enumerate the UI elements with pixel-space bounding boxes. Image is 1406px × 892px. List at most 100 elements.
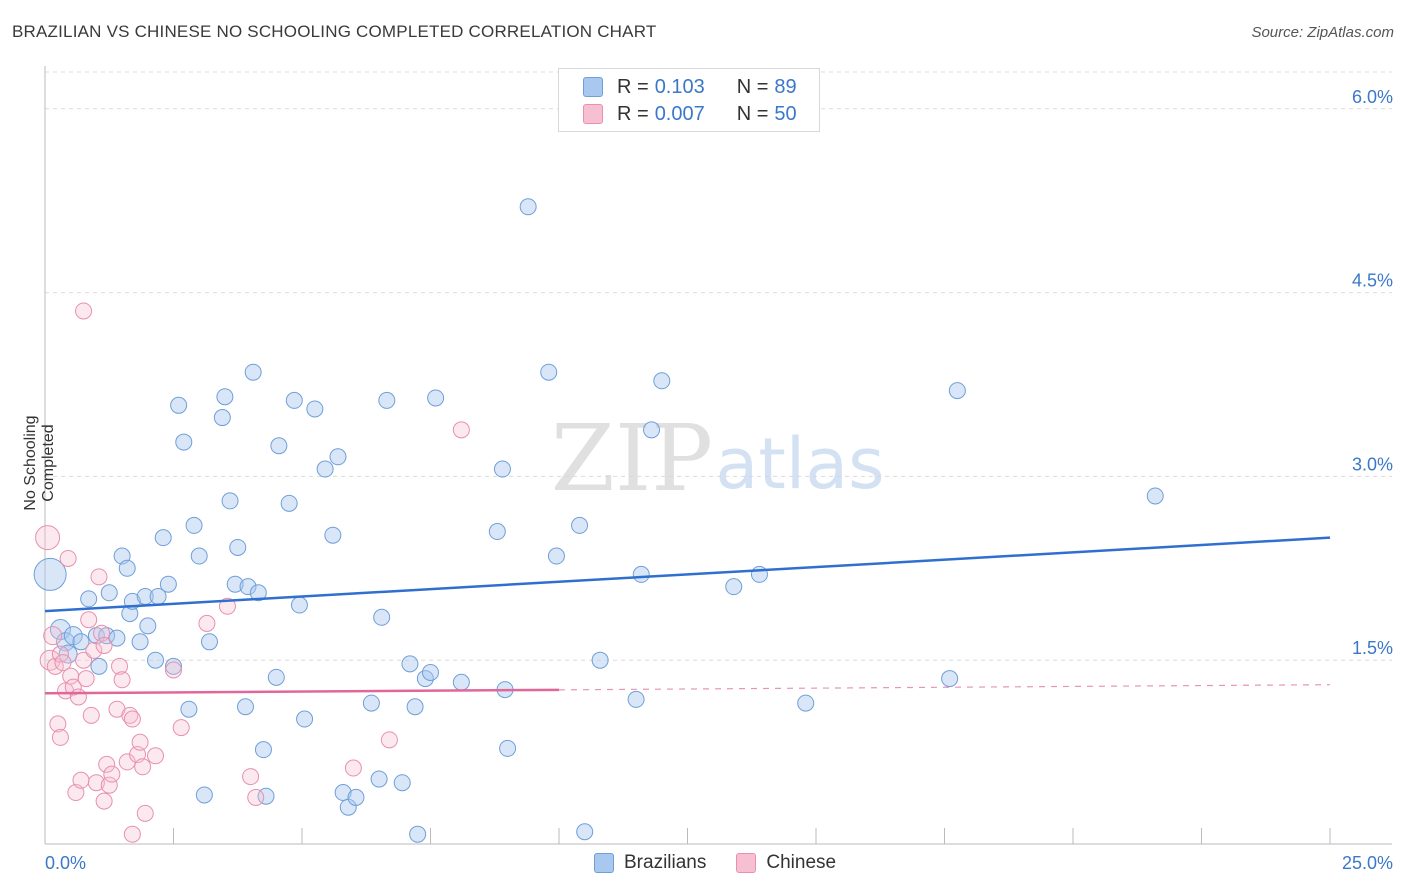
bottom-legend-label: Brazilians <box>624 852 707 873</box>
chinese-trend-line <box>44 688 560 695</box>
brazilians-point <box>33 557 67 591</box>
watermark-zip: ZIP <box>551 405 713 512</box>
chinese-point <box>247 788 265 806</box>
chinese-point <box>218 597 236 615</box>
brazilians-point <box>154 529 172 547</box>
legend-n-label: N = <box>736 102 769 125</box>
brazilians-point <box>147 651 165 669</box>
brazilians-point <box>221 492 239 510</box>
bottom-legend: Brazilians Chinese <box>594 852 866 874</box>
legend-n-value: 50 <box>774 102 797 125</box>
legend-r-label: R = <box>617 75 649 98</box>
brazilians-point <box>80 590 98 608</box>
brazilians-point <box>72 633 90 651</box>
brazilians-point <box>627 690 645 708</box>
legend-r-value: 0.007 <box>654 102 705 125</box>
brazilians-point <box>170 396 188 414</box>
watermark-atlas: atlas <box>715 423 884 505</box>
brazilians-point <box>316 460 334 478</box>
legend-swatch-chinese <box>583 104 603 124</box>
brazilians-point <box>571 516 589 534</box>
brazilians-point <box>422 663 439 681</box>
brazilians-point <box>236 698 254 716</box>
chinese-point <box>59 549 77 567</box>
legend-n-value: 89 <box>774 75 797 98</box>
chinese-point <box>172 719 190 737</box>
points-layer <box>33 198 1164 843</box>
legend-row-brazilians: R = 0.103 N = 89 <box>583 74 797 100</box>
chinese-point <box>344 759 362 777</box>
brazilians-point <box>139 617 157 635</box>
watermark: ZIP atlas <box>551 405 885 512</box>
brazilians-point <box>948 382 966 400</box>
chinese-point <box>80 611 98 629</box>
trend-layer <box>44 536 1331 695</box>
chinese-point <box>242 768 260 786</box>
brazilians-point <box>540 363 558 381</box>
chinese-point <box>87 774 105 792</box>
brazilians-point <box>324 526 342 544</box>
chinese-point <box>51 728 69 746</box>
brazilians-point <box>239 578 257 596</box>
brazilians-point <box>280 494 298 512</box>
y-tick-label: 3.0% <box>1352 454 1393 474</box>
brazilians-point <box>488 523 506 541</box>
brazilians-point <box>90 657 108 675</box>
brazilians-point <box>296 710 314 728</box>
brazilians-point <box>213 409 231 427</box>
brazilians-point <box>499 739 517 757</box>
brazilians-point <box>378 391 396 409</box>
brazilians-point <box>249 584 267 602</box>
brazilians-point <box>427 389 445 407</box>
brazilians-point <box>229 538 247 556</box>
chinese-point <box>95 792 113 810</box>
chinese-point <box>452 421 470 439</box>
brazilians-point <box>370 770 388 788</box>
chinese-point <box>131 733 149 751</box>
brazilians-point <box>195 786 213 804</box>
brazilians-point <box>306 400 324 418</box>
chinese-point <box>85 641 103 659</box>
legend-r-label: R = <box>617 102 649 125</box>
chart-title: BRAZILIAN VS CHINESE NO SCHOOLING COMPLE… <box>12 22 657 41</box>
chart-source: Source: ZipAtlas.com <box>1251 24 1394 41</box>
chinese-point <box>98 755 116 773</box>
brazilians-point <box>406 698 424 716</box>
chinese-point <box>43 626 63 646</box>
legend-n-label: N = <box>736 75 769 98</box>
chinese-point <box>147 747 165 765</box>
brazilians-point <box>591 651 609 669</box>
chinese-point <box>72 771 90 789</box>
legend: R = 0.103 N = 89 R = 0.007 N = 50 <box>558 68 820 132</box>
brazilians-point <box>1146 487 1164 505</box>
tick-labels: 1.5% 3.0% 4.5% 6.0% 0.0% 25.0% <box>45 87 1393 873</box>
chinese-point <box>100 776 118 794</box>
brazilians-point <box>216 388 234 406</box>
brazilians-point <box>290 596 308 614</box>
chinese-point <box>35 525 61 551</box>
chinese-point <box>113 671 131 689</box>
chinese-point <box>75 651 93 669</box>
bottom-legend-swatch-chinese <box>736 853 757 873</box>
chinese-trend-extension <box>558 684 1331 691</box>
chinese-point <box>77 670 95 688</box>
y-tick-label: 1.5% <box>1352 638 1393 658</box>
brazilians-point <box>254 741 272 759</box>
brazilians-point <box>270 437 288 455</box>
brazilians-point <box>100 584 118 602</box>
chinese-point <box>198 614 216 632</box>
brazilians-point <box>519 198 537 216</box>
chinese-point <box>54 654 72 672</box>
brazilians-point <box>653 372 671 390</box>
brazilians-point <box>329 448 347 466</box>
brazilians-point <box>118 559 136 577</box>
axis-layer <box>44 66 1392 845</box>
brazilians-point <box>632 565 650 583</box>
legend-r-value: 0.103 <box>654 75 705 98</box>
brazilians-point <box>244 363 262 381</box>
brazilians-point <box>941 670 959 688</box>
brazilians-point <box>452 673 470 691</box>
brazilians-point <box>185 516 203 534</box>
chinese-point <box>123 825 141 843</box>
chinese-point <box>90 568 108 586</box>
